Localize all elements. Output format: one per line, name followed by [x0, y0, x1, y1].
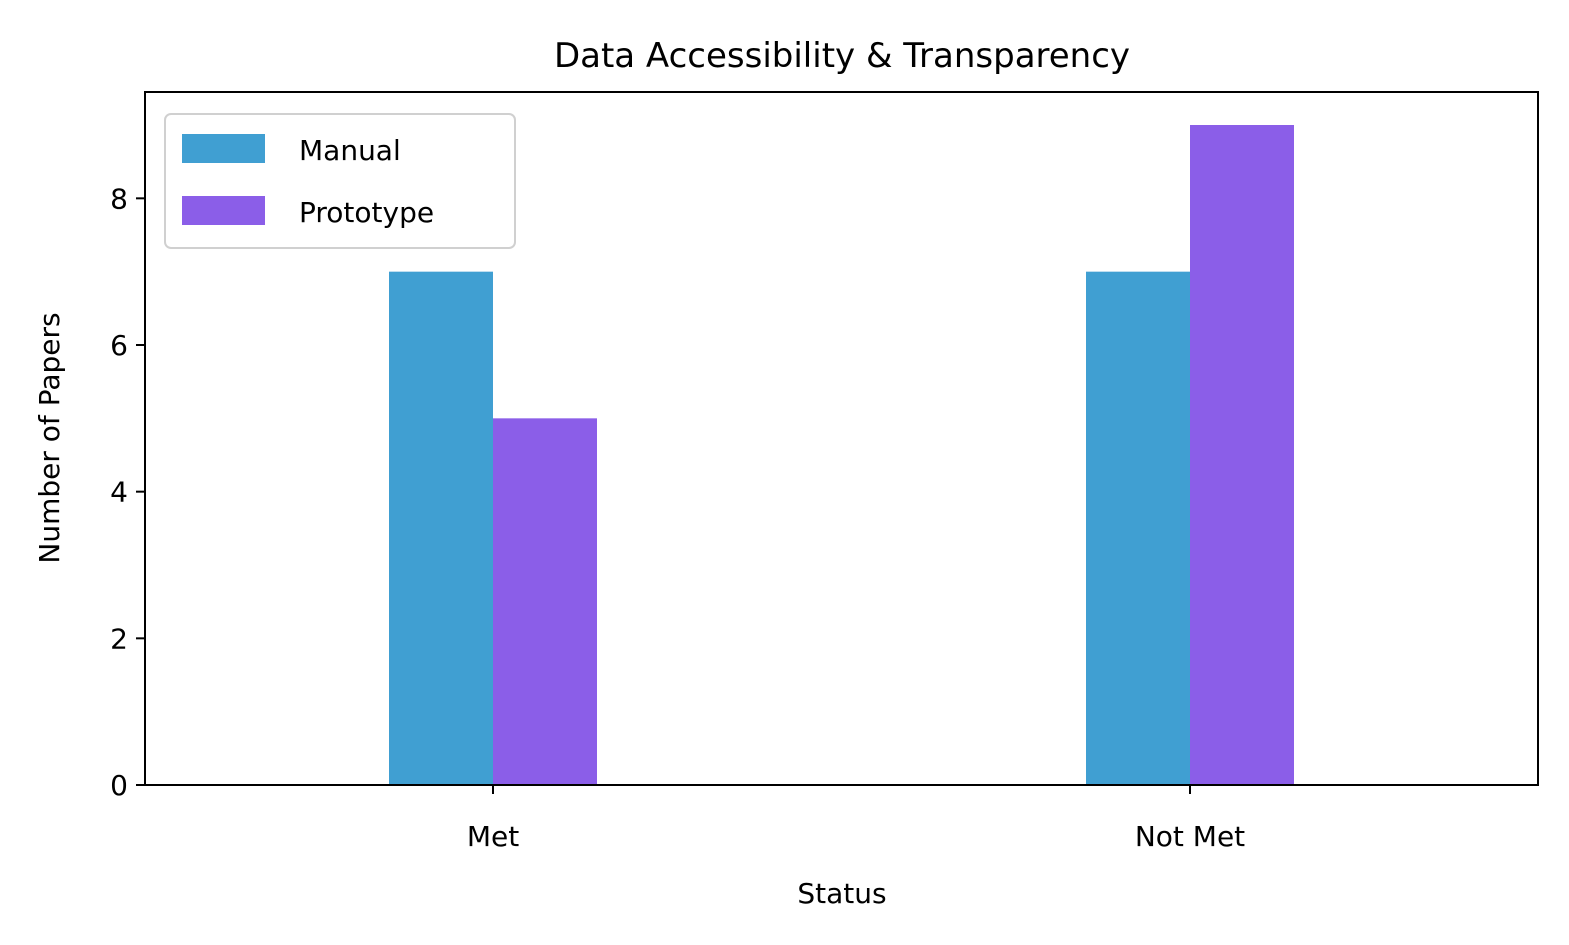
chart-title: Data Accessibility & Transparency [554, 36, 1130, 76]
bar-manual-met [389, 271, 493, 786]
x-axis: Met Not Met [467, 785, 1245, 853]
bar-prototype-not-met [1190, 125, 1294, 785]
y-tick-label: 4 [110, 476, 128, 509]
legend: Manual Prototype [164, 113, 516, 249]
y-axis-label: Number of Papers [33, 312, 66, 563]
legend-swatch-manual [182, 134, 265, 163]
legend-items: Manual Prototype [182, 134, 434, 229]
y-axis: 0 2 4 6 8 [110, 182, 145, 802]
y-tick-label: 2 [110, 622, 128, 655]
bar-manual-not-met [1086, 271, 1190, 786]
legend-swatch-prototype [182, 196, 265, 225]
x-axis-label: Status [797, 877, 886, 910]
bar-prototype-met [493, 418, 597, 785]
x-tick-label: Not Met [1135, 820, 1245, 853]
y-tick-label: 0 [110, 769, 128, 802]
y-tick-label: 8 [110, 182, 128, 215]
x-tick-label: Met [467, 820, 519, 853]
legend-label-prototype: Prototype [299, 196, 434, 229]
y-tick-label: 6 [110, 329, 128, 362]
plot-frame [144, 91, 1539, 786]
bars-layer [389, 125, 1294, 786]
legend-label-manual: Manual [299, 134, 401, 167]
